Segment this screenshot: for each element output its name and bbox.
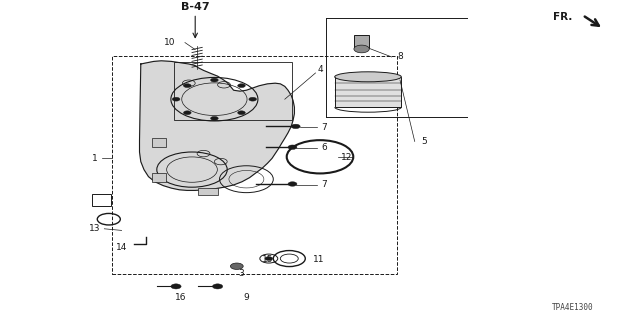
Circle shape [211, 116, 218, 120]
Text: 8: 8 [397, 52, 403, 61]
Circle shape [172, 97, 180, 101]
Circle shape [171, 284, 181, 289]
Text: 6: 6 [322, 143, 327, 152]
Circle shape [211, 78, 218, 82]
Circle shape [237, 111, 245, 115]
Text: 15: 15 [262, 255, 273, 264]
Circle shape [212, 284, 223, 289]
Ellipse shape [335, 72, 401, 82]
Circle shape [184, 84, 191, 88]
Text: 2: 2 [92, 195, 97, 204]
Bar [112, 56, 397, 274]
Text: 5: 5 [421, 137, 426, 146]
Circle shape [288, 182, 297, 186]
Text: 11: 11 [313, 255, 324, 264]
Text: TPA4E1300: TPA4E1300 [552, 303, 594, 312]
Bar [335, 77, 401, 107]
Text: 13: 13 [89, 224, 100, 233]
Text: 1: 1 [92, 154, 97, 163]
Text: FR.: FR. [554, 12, 573, 22]
Circle shape [288, 145, 297, 149]
Bar [152, 138, 166, 147]
Text: 7: 7 [322, 123, 327, 132]
Text: 12: 12 [341, 153, 353, 162]
Bar [152, 173, 166, 182]
Circle shape [249, 97, 257, 101]
Text: B-47: B-47 [181, 2, 209, 12]
Text: 3: 3 [239, 269, 244, 278]
Text: 7: 7 [322, 180, 327, 189]
Text: 16: 16 [175, 293, 187, 302]
Text: 14: 14 [116, 243, 127, 252]
Polygon shape [140, 61, 294, 190]
Text: 10: 10 [164, 38, 175, 47]
Circle shape [354, 45, 369, 53]
Text: 4: 4 [317, 65, 323, 74]
Circle shape [291, 124, 300, 129]
Bar [354, 35, 369, 48]
Circle shape [184, 111, 191, 115]
Bar [92, 194, 111, 206]
Circle shape [237, 84, 245, 88]
Text: 9: 9 [244, 293, 249, 302]
Bar [198, 188, 218, 195]
Circle shape [265, 257, 273, 260]
Circle shape [230, 263, 243, 269]
Bar [174, 62, 292, 120]
